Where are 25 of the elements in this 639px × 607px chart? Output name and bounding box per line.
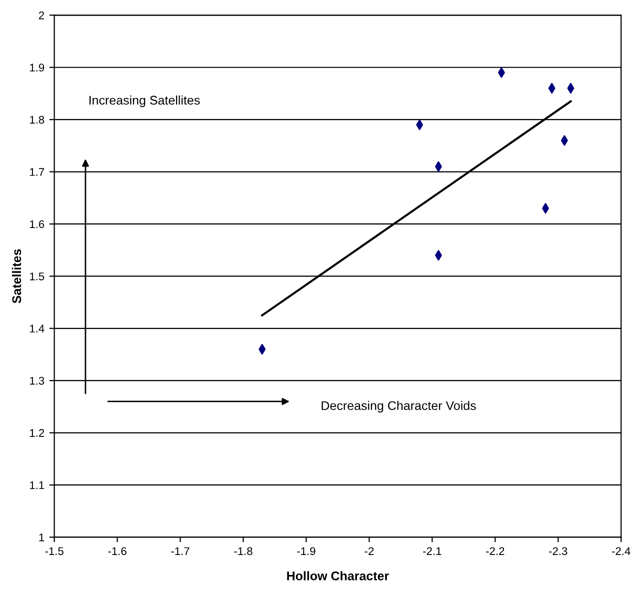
y-axis-title: Satellites <box>12 249 22 304</box>
x-tick-label: -1.8 <box>234 547 252 556</box>
y-tick-label: 2 <box>38 11 44 20</box>
y-tick-label: 1.2 <box>30 429 44 437</box>
x-tick-label: -2.2 <box>486 547 504 555</box>
x-tick-label: -1.7 <box>171 547 190 555</box>
y-tick-label: 1.1 <box>30 481 44 490</box>
x-tick-label: -2.1 <box>423 547 442 555</box>
x-tick-label: -2.4 <box>612 547 630 555</box>
x-tick-label: -1.5 <box>45 547 64 556</box>
y-tick-label: 1.9 <box>30 64 44 72</box>
x-tick-label: -1.9 <box>297 547 316 556</box>
annotation: Decreasing Character Voids <box>322 400 476 413</box>
x-tick-label: -2 <box>364 547 374 555</box>
x-tick-label: -1.6 <box>108 547 126 556</box>
y-tick-label: 1.8 <box>30 116 44 124</box>
x-axis-title: Hollow Character <box>287 571 389 580</box>
y-tick-label: 1.5 <box>30 272 44 280</box>
y-tick-label: 1.4 <box>30 324 44 332</box>
y-tick-label: 1.3 <box>30 376 44 385</box>
y-tick-label: 1.6 <box>30 220 44 228</box>
x-tick-label: -2.3 <box>549 547 568 556</box>
y-tick-label: 1 <box>39 534 44 542</box>
annotation: Increasing Satellites <box>89 95 200 108</box>
y-tick-label: 1.7 <box>30 168 44 176</box>
